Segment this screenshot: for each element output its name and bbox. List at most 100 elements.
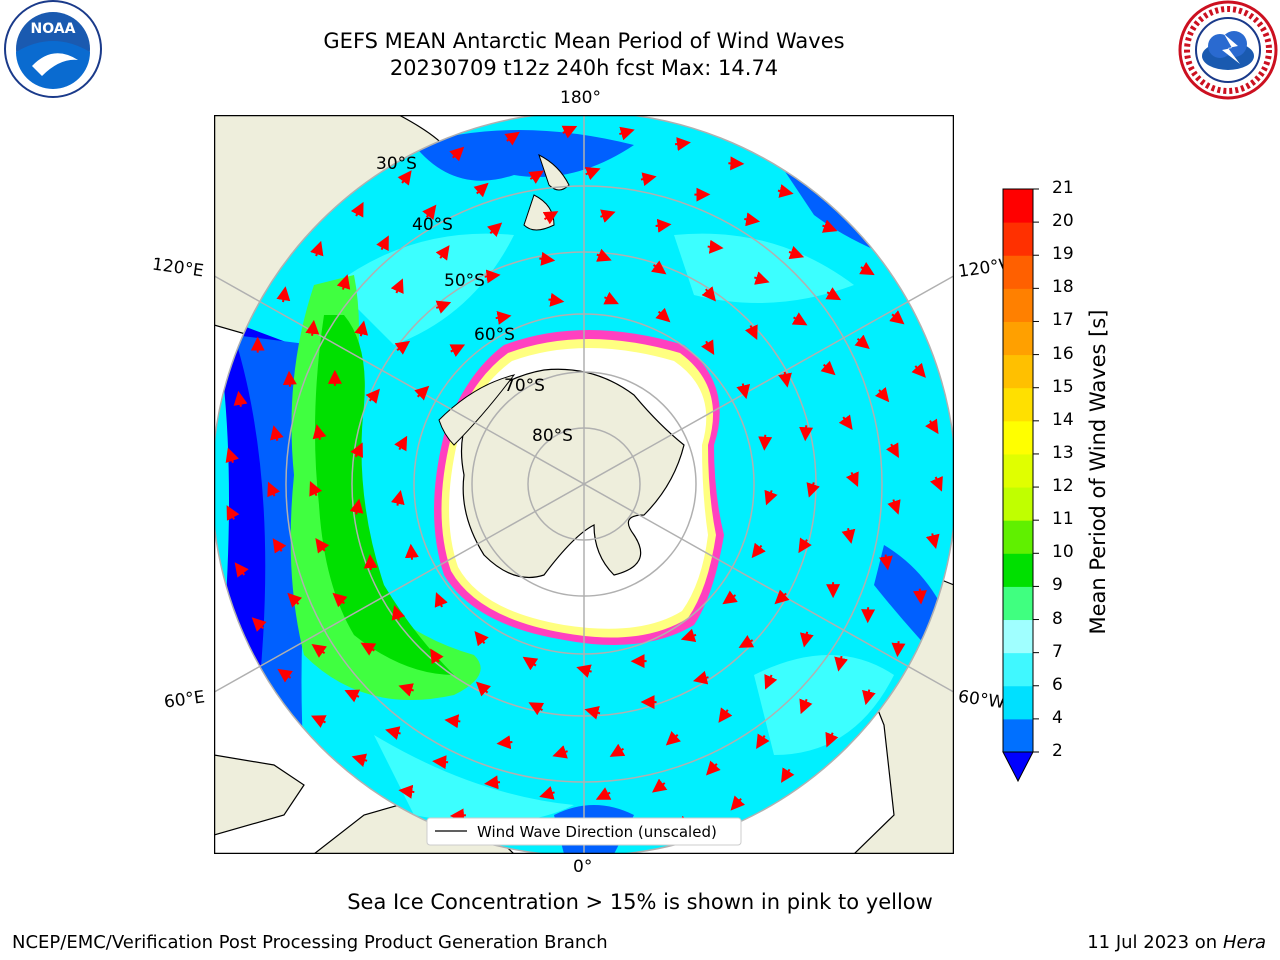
wind-arrow (311, 644, 327, 658)
wind-arrow (305, 319, 320, 336)
nws-logo (1178, 0, 1278, 100)
colorbar-bin (1003, 520, 1033, 554)
wind-arrow (251, 617, 267, 632)
wind-arrow (841, 528, 856, 544)
wind-arrow (655, 218, 672, 233)
wind-arrow (701, 339, 715, 356)
wind-arrow (891, 641, 906, 658)
wind-arrow (315, 538, 330, 554)
wind-arrow (444, 714, 461, 729)
wind-arrow (603, 291, 619, 305)
colorbar (1002, 188, 1039, 783)
wind-arrow (354, 320, 369, 337)
wind-arrow (432, 755, 449, 770)
wind-arrow (394, 435, 408, 452)
colorbar-tick-label: 18 (1052, 277, 1074, 298)
wind-arrow (404, 543, 419, 560)
map-legend: Wind Wave Direction (unscaled) (426, 817, 742, 846)
wind-arrow (473, 182, 489, 198)
wind-arrow (655, 307, 671, 323)
noaa-logo-text: NOAA (31, 21, 76, 37)
wind-arrow (496, 735, 513, 750)
wind-arrow (365, 388, 380, 404)
lat-label-80s: 80°S (532, 426, 573, 446)
wind-arrow (854, 334, 870, 350)
wind-arrow (277, 668, 293, 683)
wind-arrow (680, 628, 697, 643)
colorbar-bin (1003, 453, 1033, 488)
legend-label: Wind Wave Direction (unscaled) (477, 823, 717, 841)
wind-arrow (487, 222, 503, 238)
caption: Sea Ice Concentration > 15% is shown in … (347, 890, 933, 914)
colorbar-tick-label: 4 (1052, 707, 1063, 728)
wind-arrow (435, 245, 450, 261)
wind-arrow (398, 683, 414, 697)
wind-arrow (504, 131, 520, 146)
colorbar-extend-arrow (1002, 751, 1034, 783)
chart-subtitle: 20230709 t12z 240h fcst Max: 14.74 (389, 56, 779, 80)
wind-arrow (310, 240, 324, 257)
colorbar-tick-label: 10 (1052, 542, 1074, 563)
wind-arrow (344, 689, 361, 703)
wind-arrow (398, 784, 415, 799)
wind-arrow (834, 655, 848, 672)
wind-arrow (911, 362, 926, 378)
wind-arrow (233, 390, 248, 407)
wind-arrow (539, 251, 556, 266)
wind-arrow (495, 310, 512, 325)
lat-label-40s: 40°S (412, 215, 453, 235)
colorbar-bin (1003, 420, 1033, 455)
colorbar-bin (1003, 487, 1033, 521)
wind-arrow (539, 786, 555, 800)
wind-arrow (595, 787, 612, 800)
wind-arrow (758, 434, 773, 451)
wind-arrow (736, 383, 751, 400)
wind-arrow (912, 588, 927, 605)
wind-arrow (751, 542, 766, 559)
colorbar-bin (1003, 222, 1033, 256)
wind-arrow (282, 370, 297, 387)
wind-arrow (311, 715, 327, 728)
wind-arrow (350, 201, 364, 218)
colorbar-tick-label: 6 (1052, 674, 1063, 695)
wind-arrow (349, 498, 364, 515)
wind-arrow (390, 489, 405, 506)
colorbar-tick-label: 11 (1052, 509, 1074, 530)
colorbar-bin (1003, 553, 1033, 587)
wind-arrow (825, 287, 842, 301)
colorbar-tick-label: 20 (1052, 211, 1074, 232)
lat-label-30s: 30°S (376, 154, 417, 174)
wind-arrow (584, 167, 601, 181)
wind-arrow (799, 425, 814, 442)
wind-arrow (798, 537, 812, 554)
wind-arrow (267, 481, 281, 498)
colorbar-bin (1003, 189, 1033, 223)
wind-arrow (609, 743, 626, 757)
wind-arrow (665, 730, 681, 746)
wind-arrow (806, 482, 820, 498)
wind-arrow (270, 425, 284, 441)
wind-arrow (528, 170, 544, 184)
lat-label-50s: 50°S (444, 271, 485, 291)
wind-arrow (434, 592, 448, 608)
footer-date-text: 11 Jul 2023 on (1087, 932, 1223, 953)
wind-arrow (287, 592, 303, 608)
wind-arrow (722, 590, 738, 605)
wind-arrow (449, 808, 466, 823)
wind-arrow (692, 670, 709, 685)
colorbar-tick-label: 21 (1052, 178, 1074, 198)
wind-arrow (799, 631, 814, 648)
wind-arrow (552, 745, 568, 759)
wind-arrow (845, 471, 859, 487)
wind-arrow (874, 386, 890, 403)
wind-arrow (332, 592, 348, 608)
lat-label-60s: 60°S (474, 325, 515, 345)
colorbar-tick-label: 7 (1052, 641, 1063, 662)
colorbar-tick-label: 14 (1052, 409, 1074, 430)
wind-arrow (651, 778, 668, 793)
wind-arrow (788, 245, 805, 260)
wind-arrow (309, 481, 323, 497)
wind-arrow (363, 554, 378, 571)
colorbar-tick-label: 19 (1052, 244, 1074, 265)
wind-arrow (838, 414, 853, 430)
